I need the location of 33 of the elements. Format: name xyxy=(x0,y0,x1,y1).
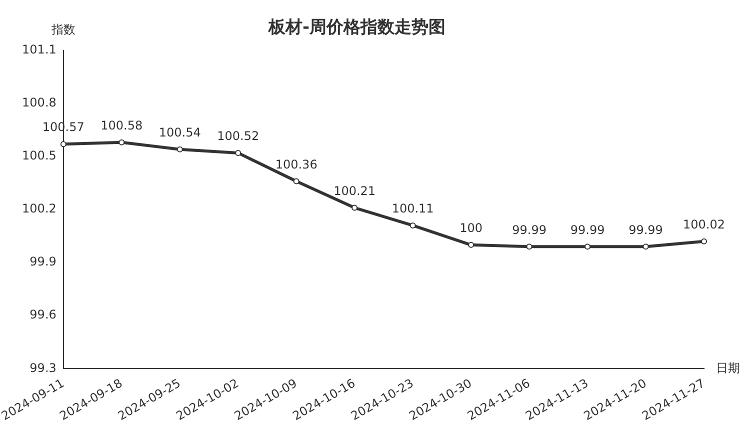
point xyxy=(235,150,242,156)
y-tick-label: 100.2 xyxy=(22,202,56,216)
point xyxy=(526,244,532,250)
point xyxy=(293,178,300,184)
data-label: 99.99 xyxy=(512,222,546,237)
y-tick-label: 100.5 xyxy=(22,148,56,163)
data-label: 100.02 xyxy=(683,217,725,232)
y-tick-label: 101.1 xyxy=(22,42,56,57)
data-label: 100.54 xyxy=(158,126,201,140)
point xyxy=(468,242,474,248)
data-label: 99.99 xyxy=(628,222,663,237)
point xyxy=(410,222,416,228)
data-label: 100.36 xyxy=(275,157,318,172)
y-tick-label: 99.3 xyxy=(30,360,56,375)
point xyxy=(60,141,66,148)
point xyxy=(701,238,707,244)
point xyxy=(176,146,183,152)
y-tick-label: 100.8 xyxy=(22,96,56,110)
point xyxy=(352,204,358,211)
data-label: 99.99 xyxy=(570,222,605,237)
y-axis-title: 指数 xyxy=(50,22,76,37)
point xyxy=(642,244,649,250)
data-label: 100.52 xyxy=(217,129,260,144)
data-label: 100.11 xyxy=(392,202,434,216)
point xyxy=(584,244,591,250)
data-label: 100 xyxy=(460,221,483,236)
data-label: 100.58 xyxy=(100,118,143,132)
point xyxy=(118,139,125,146)
chart-title: 板材-周价格指数走势图 xyxy=(267,18,446,38)
x-axis-title: 日期 xyxy=(716,360,740,375)
data-label: 100.21 xyxy=(334,184,376,198)
y-tick-label: 99.6 xyxy=(30,308,56,322)
y-tick-label: 99.9 xyxy=(30,254,56,269)
